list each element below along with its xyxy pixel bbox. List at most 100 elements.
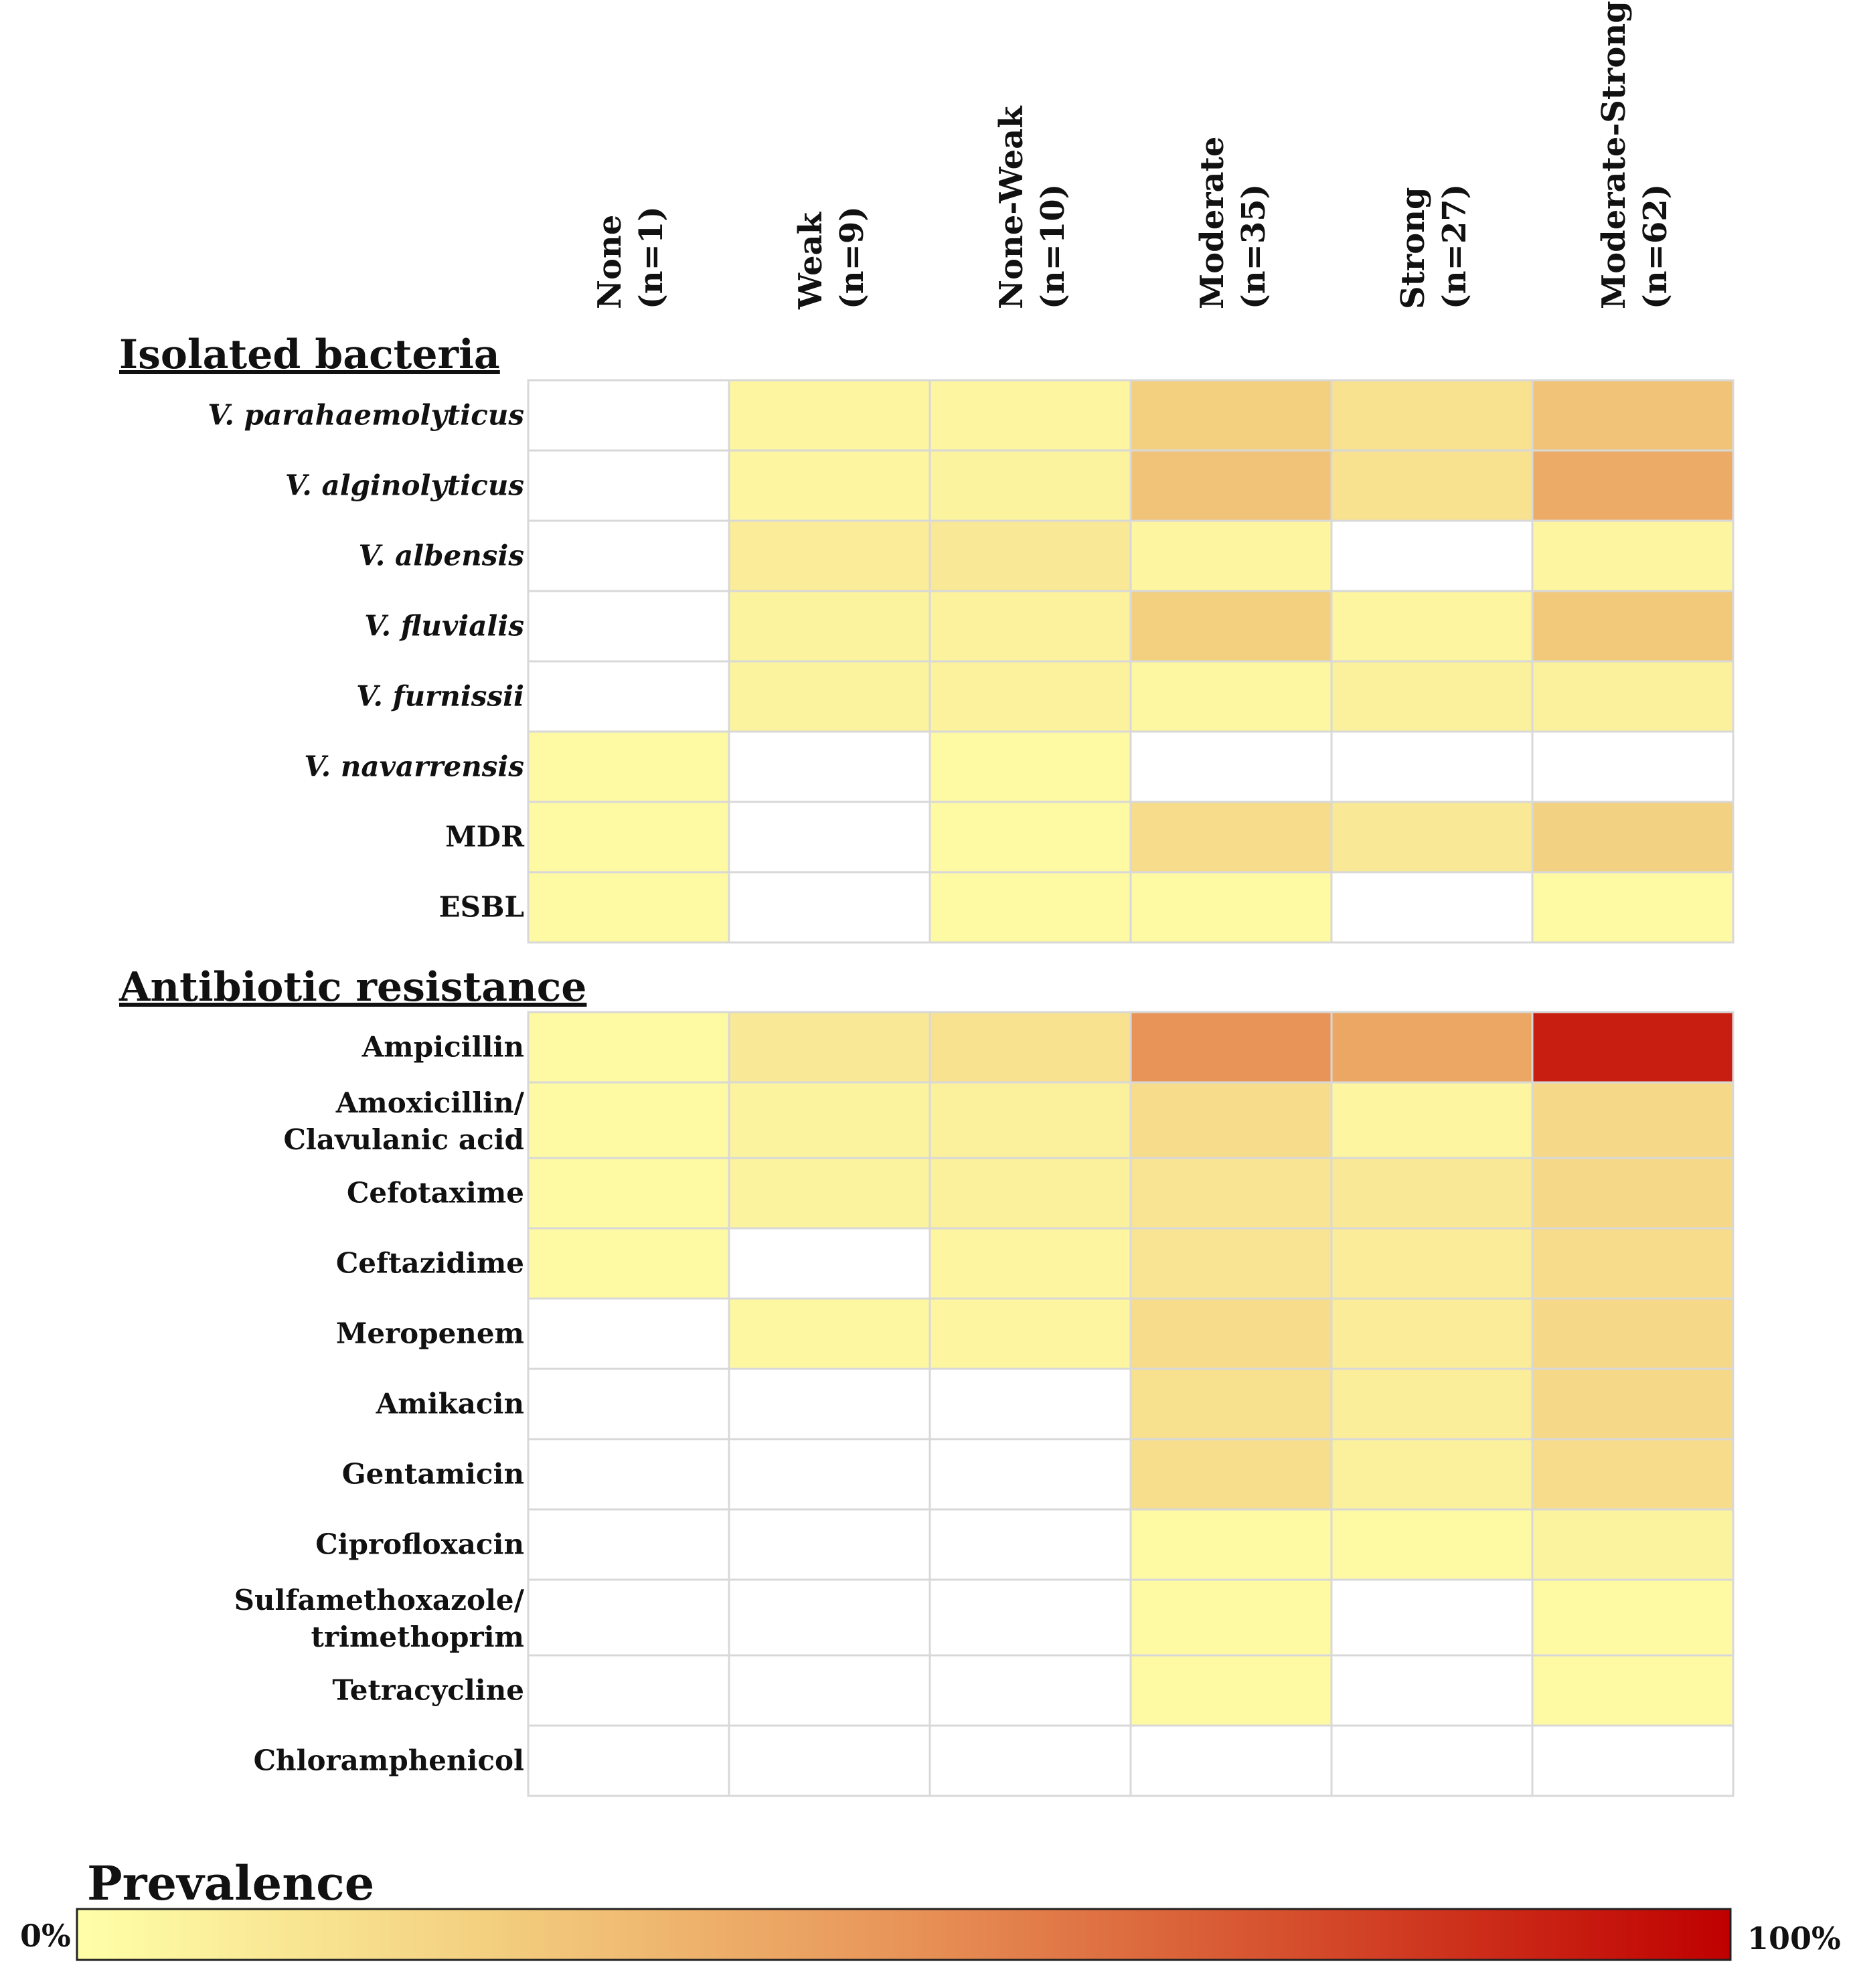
heatmap-cell bbox=[929, 1654, 1132, 1727]
heatmap-cell bbox=[1330, 1297, 1534, 1370]
row-label: Amikacin bbox=[376, 1388, 524, 1420]
heatmap-cell bbox=[929, 801, 1132, 874]
heatmap-row: ESBL bbox=[439, 871, 1735, 944]
heatmap-cell bbox=[1330, 1654, 1534, 1727]
row-label: Ciprofloxacin bbox=[315, 1528, 524, 1561]
heatmap-cell bbox=[728, 1654, 931, 1727]
heatmap-cell bbox=[728, 519, 931, 592]
colorbar-max-label: 100% bbox=[1747, 1920, 1841, 1957]
row-label: MDR bbox=[445, 821, 525, 853]
heatmap-cell bbox=[1129, 871, 1333, 944]
column-header-count: (n=62) bbox=[1637, 184, 1674, 309]
heatmap-cell bbox=[1330, 730, 1534, 803]
colorbar bbox=[76, 1908, 1732, 1961]
heatmap-cell bbox=[527, 1227, 730, 1300]
heatmap-cell bbox=[1531, 449, 1735, 522]
heatmap-cell bbox=[527, 871, 730, 944]
heatmap-cell bbox=[929, 1438, 1132, 1511]
heatmap-cell bbox=[527, 519, 730, 592]
heatmap-cell bbox=[1531, 1438, 1735, 1511]
heatmap-cell bbox=[1330, 660, 1534, 733]
heatmap-cell bbox=[929, 1508, 1132, 1581]
heatmap-cell bbox=[929, 1157, 1132, 1230]
heatmap-row: Sulfamethoxazole/trimethoprim bbox=[234, 1578, 1735, 1657]
heatmap-cell bbox=[728, 590, 931, 663]
heatmap-cell bbox=[1129, 449, 1333, 522]
heatmap-cell bbox=[1531, 1157, 1735, 1230]
heatmap-cell bbox=[527, 1724, 730, 1797]
column-header-3: Moderate (n=35) bbox=[1194, 137, 1273, 309]
heatmap-cell bbox=[929, 1578, 1132, 1657]
heatmap-cell bbox=[527, 1081, 730, 1159]
colorbar-title: Prevalence bbox=[87, 1855, 374, 1911]
heatmap-cell bbox=[1330, 379, 1534, 452]
heatmap-cell bbox=[1531, 1081, 1735, 1159]
heatmap-cell bbox=[527, 1508, 730, 1581]
row-label: Chloramphenicol bbox=[254, 1744, 524, 1777]
heatmap-cell bbox=[1531, 1724, 1735, 1797]
section-title: Isolated bacteria bbox=[119, 331, 500, 378]
heatmap-cell bbox=[1129, 1227, 1333, 1300]
column-header-name: Moderate bbox=[1194, 137, 1231, 309]
heatmap-row: Amikacin bbox=[376, 1368, 1735, 1440]
heatmap-cell bbox=[1531, 660, 1735, 733]
heatmap-cell bbox=[1129, 1508, 1333, 1581]
heatmap-cell bbox=[1330, 1508, 1534, 1581]
heatmap-cell bbox=[1330, 590, 1534, 663]
heatmap-cell bbox=[1129, 1368, 1333, 1440]
column-header-5: Moderate-Strong (n=62) bbox=[1595, 1, 1674, 309]
heatmap-cell bbox=[527, 1157, 730, 1230]
row-label: Gentamicin bbox=[342, 1458, 524, 1491]
heatmap-cell bbox=[527, 1654, 730, 1727]
row-label: V. fluvialis bbox=[364, 610, 524, 643]
row-label: Amoxicillin/Clavulanic acid bbox=[283, 1086, 524, 1156]
heatmap-cell bbox=[1330, 449, 1534, 522]
heatmap-cell bbox=[929, 590, 1132, 663]
heatmap-cell bbox=[929, 379, 1132, 452]
heatmap-cell bbox=[1330, 1438, 1534, 1511]
heatmap-cell bbox=[1330, 1011, 1534, 1084]
heatmap-row: Chloramphenicol bbox=[254, 1724, 1735, 1797]
heatmap-cell bbox=[1531, 1011, 1735, 1084]
column-header-name: None-Weak bbox=[993, 105, 1030, 309]
heatmap-cell bbox=[1531, 519, 1735, 592]
heatmap-cell bbox=[1531, 1578, 1735, 1657]
column-header-1: Weak (n=9) bbox=[792, 206, 871, 310]
row-label: Ampicillin bbox=[361, 1031, 524, 1064]
heatmap-cell bbox=[728, 1297, 931, 1370]
heatmap-cell bbox=[1531, 590, 1735, 663]
row-label: V. albensis bbox=[358, 540, 524, 572]
heatmap-cell bbox=[929, 871, 1132, 944]
heatmap-cell bbox=[1330, 1157, 1534, 1230]
heatmap-cell bbox=[1531, 1654, 1735, 1727]
heatmap-cell bbox=[1330, 1368, 1534, 1440]
row-label: Sulfamethoxazole/trimethoprim bbox=[234, 1584, 525, 1653]
heatmap-row: MDR bbox=[445, 801, 1735, 874]
heatmap-row: V. alginolyticus bbox=[285, 449, 1735, 522]
colorbar-min-label: 0% bbox=[20, 1918, 71, 1954]
heatmap-cell bbox=[728, 1724, 931, 1797]
heatmap-cell bbox=[1531, 801, 1735, 874]
heatmap-cell bbox=[1129, 1438, 1333, 1511]
heatmap-cell bbox=[527, 1578, 730, 1657]
row-label: V. parahaemolyticus bbox=[208, 399, 524, 432]
heatmap-cell bbox=[1330, 871, 1534, 944]
heatmap-cell bbox=[929, 1081, 1132, 1159]
heatmap-cell bbox=[1129, 1297, 1333, 1370]
column-header-count: (n=27) bbox=[1436, 184, 1473, 309]
heatmap-cell bbox=[1330, 519, 1534, 592]
heatmap-cell bbox=[929, 1011, 1132, 1084]
heatmap-cell bbox=[1531, 1227, 1735, 1300]
heatmap-cell bbox=[728, 1227, 931, 1300]
heatmap-cell bbox=[728, 1508, 931, 1581]
heatmap-row: Ciprofloxacin bbox=[315, 1508, 1735, 1581]
heatmap-row: Ceftazidime bbox=[336, 1227, 1735, 1300]
heatmap-cell bbox=[1129, 1011, 1333, 1084]
heatmap-cell bbox=[1129, 801, 1333, 874]
column-header-4: Strong (n=27) bbox=[1394, 184, 1473, 309]
heatmap-cell bbox=[527, 1297, 730, 1370]
column-header-0: None (n=1) bbox=[591, 206, 670, 309]
heatmap-cell bbox=[527, 590, 730, 663]
heatmap-cell bbox=[728, 1011, 931, 1084]
